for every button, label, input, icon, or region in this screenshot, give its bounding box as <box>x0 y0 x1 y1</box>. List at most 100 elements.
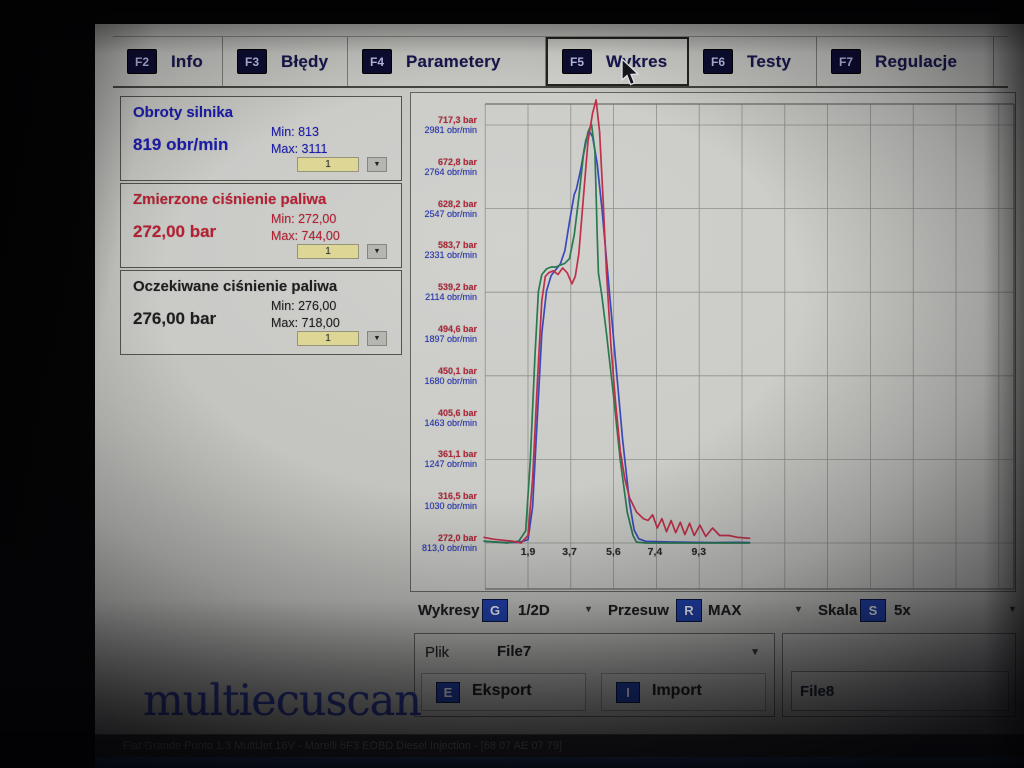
tab-info[interactable]: F2 Info <box>113 37 223 86</box>
rpm-tick: 1463 obr/min <box>424 417 477 428</box>
f6-key-badge: F6 <box>703 49 733 74</box>
tab-bledy-label: Błędy <box>281 51 329 71</box>
panel-min-value: Min: 272,00 <box>271 212 337 226</box>
tab-bledy[interactable]: F3 Błędy <box>223 37 348 86</box>
tab-testy[interactable]: F6 Testy <box>689 37 817 86</box>
rpm-tick: 1247 obr/min <box>424 459 477 470</box>
panel-max-value: Max: 3111 <box>271 142 328 156</box>
pressure-tick: 628,2 bar <box>437 198 477 209</box>
x-axis-tick: 3,7 <box>562 546 577 558</box>
y-axis-label-pair: 717,3 bar 2981 obr/min <box>411 115 477 135</box>
x-axis-tick: 5,6 <box>606 546 621 558</box>
panel-max-value: Max: 744,00 <box>271 229 340 243</box>
panel-current-value: 272,00 bar <box>133 222 217 241</box>
s-key-badge[interactable]: S <box>860 599 886 622</box>
graph-slot-select[interactable]: 1 <box>297 157 359 172</box>
y-axis-label-pair: 628,2 bar 2547 obr/min <box>411 199 477 219</box>
przesuw-mode-value[interactable]: MAX <box>708 602 742 619</box>
series-line-bar <box>483 99 751 544</box>
eksport-button-label: Eksport <box>472 682 532 699</box>
file-name-input[interactable] <box>791 671 1009 711</box>
rpm-tick: 2114 obr/min <box>425 292 477 303</box>
rpm-tick: 813,0 obr/min <box>421 543 477 553</box>
chevron-down-icon[interactable]: ▼ <box>367 157 387 172</box>
pressure-tick: 539,2 bar <box>437 282 477 293</box>
chevron-down-icon[interactable]: ▼ <box>367 244 387 259</box>
plik-label: Plik <box>425 644 450 661</box>
panel-current-value: 819 obr/min <box>133 135 229 154</box>
tab-wykres-active[interactable]: F5 Wykres <box>546 37 689 86</box>
y-axis-label-pair: 405,6 bar 1463 obr/min <box>411 408 477 428</box>
tab-bar: F2 Info F3 Błędy F4 Parametery F5 Wykres… <box>113 36 1008 88</box>
y-axis-label-pair: 316,5 bar 1030 obr/min <box>411 491 477 511</box>
pressure-tick: 405,6 bar <box>437 407 477 418</box>
rpm-tick: 1897 obr/min <box>424 334 477 344</box>
panel-measured-fuel-pressure: Zmierzone ciśnienie paliwa 272,00 bar Mi… <box>120 183 402 268</box>
skala-label: Skala <box>818 602 858 619</box>
panel-engine-rpm: Obroty silnika 819 obr/min Min: 813 Max:… <box>120 96 402 181</box>
tab-parametery-label: Parametery <box>406 51 501 71</box>
y-axis-label-pair: 494,6 bar 1897 obr/min <box>411 324 477 344</box>
multiecuscan-window: F2 Info F3 Błędy F4 Parametery F5 Wykres… <box>95 24 1024 757</box>
import-button-label: Import <box>652 682 702 699</box>
i-key-badge: I <box>616 682 640 703</box>
chart-area: 717,3 bar 2981 obr/min 672,8 bar 2764 obr/m… <box>410 92 1016 592</box>
rpm-tick: 2764 obr/min <box>424 166 477 177</box>
panel-min-value: Min: 276,00 <box>271 299 337 313</box>
f2-key-badge: F2 <box>127 49 157 74</box>
panel-title: Oczekiwane ciśnienie paliwa <box>133 278 338 295</box>
x-axis-tick: 1,9 <box>520 546 536 558</box>
status-bar: Fiat Grande Punto 1.3 MultiJet 16V - Mar… <box>95 734 1024 757</box>
pressure-tick: 583,7 bar <box>437 240 477 251</box>
graph-slot-select[interactable]: 1 <box>297 244 359 259</box>
tab-info-label: Info <box>171 51 203 71</box>
y-axis-label-pair: 450,1 bar 1680 obr/min <box>411 366 477 386</box>
f4-key-badge: F4 <box>362 49 392 74</box>
series-line-obr-min <box>483 130 751 544</box>
chevron-down-icon[interactable]: ▼ <box>750 647 760 658</box>
tab-regulacje-label: Regulacje <box>875 51 958 71</box>
pressure-tick: 672,8 bar <box>437 156 477 167</box>
series-line-bar <box>483 123 751 544</box>
panel-current-value: 276,00 bar <box>133 309 217 328</box>
rpm-tick: 1680 obr/min <box>424 375 477 386</box>
f3-key-badge: F3 <box>237 49 267 74</box>
multiecuscan-logo: multiecuscan <box>143 676 422 726</box>
r-key-badge[interactable]: R <box>676 599 702 622</box>
import-button[interactable]: I Import <box>601 673 766 711</box>
g-key-badge[interactable]: G <box>482 599 508 622</box>
pressure-tick: 361,1 bar <box>437 449 477 460</box>
tab-regulacje[interactable]: F7 Regulacje <box>817 37 994 86</box>
file-select-value[interactable]: File7 <box>497 643 532 660</box>
pressure-tick: 272,0 bar <box>437 533 477 543</box>
rpm-tick: 2331 obr/min <box>424 250 477 261</box>
skala-value[interactable]: 5x <box>894 602 911 619</box>
pressure-rpm-chart <box>483 99 1015 590</box>
file-panel: Plik File7 ▼ E Eksport I Import <box>414 633 775 717</box>
e-key-badge: E <box>436 682 460 703</box>
panel-min-value: Min: 813 <box>271 125 319 139</box>
rpm-tick: 2981 obr/min <box>424 125 477 135</box>
y-axis-label-pair: 361,1 bar 1247 obr/min <box>411 449 477 469</box>
rpm-tick: 1030 obr/min <box>424 501 477 512</box>
panel-title: Obroty silnika <box>133 104 234 121</box>
y-axis-label-pair: 539,2 bar 2114 obr/min <box>411 282 477 302</box>
panel-expected-fuel-pressure: Oczekiwane ciśnienie paliwa 276,00 bar M… <box>120 270 402 355</box>
f5-key-badge: F5 <box>562 49 592 74</box>
wykresy-mode-value[interactable]: 1/2D <box>518 602 550 619</box>
chevron-down-icon[interactable]: ▼ <box>1008 604 1017 614</box>
graph-slot-select[interactable]: 1 <box>297 331 359 346</box>
chevron-down-icon[interactable]: ▼ <box>794 604 803 614</box>
chevron-down-icon[interactable]: ▼ <box>367 331 387 346</box>
chevron-down-icon[interactable]: ▼ <box>584 604 593 614</box>
taskbar-strip <box>95 757 1024 768</box>
pressure-tick: 717,3 bar <box>437 115 477 125</box>
eksport-button[interactable]: E Eksport <box>421 673 586 711</box>
y-axis-label-pair: 672,8 bar 2764 obr/min <box>411 157 477 177</box>
tab-parametery[interactable]: F4 Parametery <box>348 37 546 86</box>
x-axis-tick: 9,3 <box>691 546 707 558</box>
wykresy-label: Wykresy <box>418 602 480 619</box>
file-name-panel <box>782 633 1016 717</box>
pressure-tick: 450,1 bar <box>437 365 477 376</box>
